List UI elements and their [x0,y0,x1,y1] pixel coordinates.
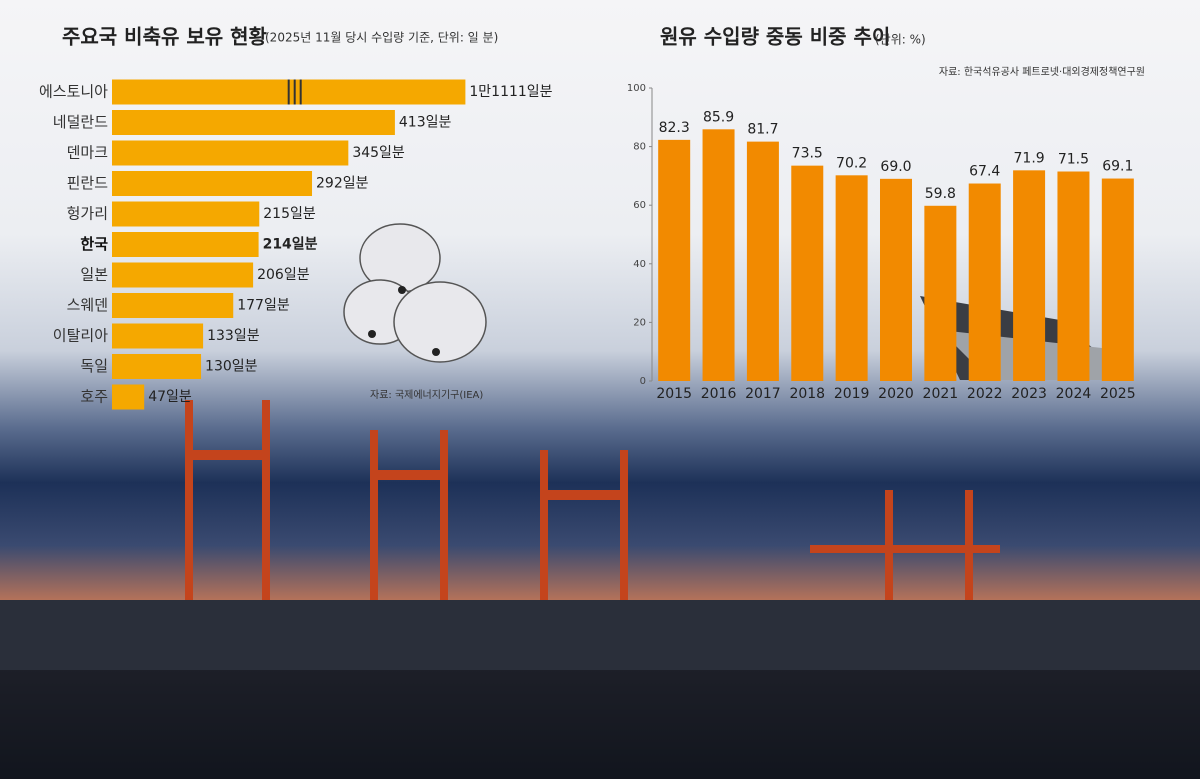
value-label: 70.2 [836,155,867,171]
bar [112,354,202,379]
bar [112,323,204,349]
value-label: 292일분 [316,176,369,192]
y-tick-label: 80 [633,142,646,153]
value-label: 69.0 [880,159,911,175]
value-label: 214일분 [263,237,318,253]
x-tick-label: 2019 [834,386,870,402]
bar [880,178,912,381]
bar [1013,170,1046,381]
bar [658,139,691,381]
value-label: 85.9 [703,109,734,125]
y-tick-label: 40 [633,259,646,270]
x-tick-label: 2018 [789,386,825,402]
bar [112,262,254,288]
bar [112,110,395,135]
x-tick-label: 2015 [656,386,692,402]
x-tick-label: 2025 [1100,386,1136,402]
y-tick-label: 60 [633,200,646,211]
x-tick-label: 2016 [701,386,737,402]
bar [924,205,957,381]
value-label: 59.8 [925,186,956,202]
y-tick-label: 20 [633,317,646,328]
y-tick-label: 100 [627,83,646,94]
bar [835,175,868,381]
source-note: 자료: 한국석유공사 페트로넷·대외경제정책연구원 [939,65,1145,78]
bar [112,201,260,227]
category-label: 헝가리 [67,205,108,223]
value-label: 71.5 [1058,152,1089,168]
value-label: 177일분 [237,298,290,314]
x-tick-label: 2021 [923,386,959,402]
bar [1057,171,1090,381]
value-label: 133일분 [207,328,260,344]
value-label: 206일분 [257,267,310,283]
value-label: 69.1 [1102,159,1133,175]
bar [112,140,349,166]
category-label: 에스토니아 [39,83,108,101]
bar [702,129,735,381]
x-tick-label: 2020 [878,386,914,402]
category-label: 이탈리아 [53,327,108,345]
bar [791,165,824,381]
bar [112,384,145,410]
category-label: 일본 [80,266,108,284]
value-label: 47일분 [148,389,192,405]
category-label: 한국 [80,235,108,253]
x-tick-label: 2023 [1011,386,1047,402]
value-label: 71.9 [1014,150,1045,166]
bar [112,232,259,257]
value-label: 67.4 [969,164,1000,180]
value-label: 82.3 [659,120,690,136]
bar [112,171,313,196]
category-label: 덴마크 [67,144,108,162]
bar [968,183,1001,381]
x-tick-label: 2024 [1056,386,1092,402]
chart-subtitle: (2025년 11월 당시 수입량 기준, 단위: 일 분) [265,31,498,45]
category-label: 핀란드 [67,174,109,192]
chart-title: 원유 수입량 중동 비중 추이 [660,25,890,49]
value-label: 345일분 [352,145,405,161]
x-tick-label: 2017 [745,386,781,402]
chart-title: 주요국 비축유 보유 현황 [62,25,267,49]
category-label: 독일 [80,357,108,375]
x-tick-label: 2022 [967,386,1003,402]
category-label: 호주 [80,388,108,406]
bar [746,141,779,381]
bar [112,293,234,318]
category-label: 스웨덴 [67,296,108,314]
value-label: 215일분 [263,206,316,222]
value-label: 413일분 [399,115,452,131]
chart-subtitle: (단위: %) [875,33,926,47]
value-label: 130일분 [205,359,258,375]
category-label: 네덜란드 [53,113,108,131]
value-label: 81.7 [747,122,778,138]
source-note: 자료: 국제에너지기구(IEA) [370,389,483,401]
y-tick-label: 0 [640,376,646,387]
value-label: 1만1111일분 [469,84,552,100]
value-label: 73.5 [792,146,823,162]
bar [1101,178,1134,381]
